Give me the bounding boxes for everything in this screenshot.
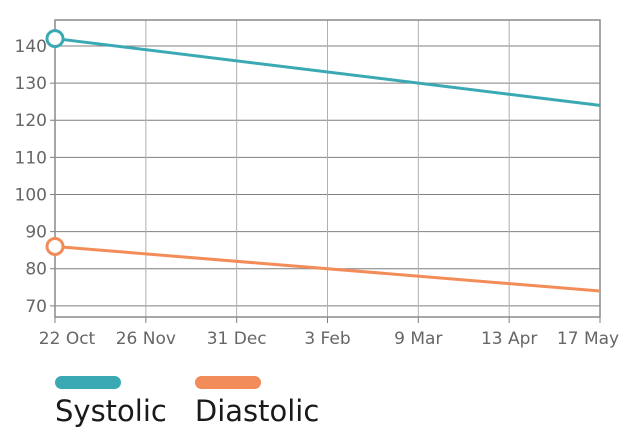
y-axis-labels: 70 80 90 100 110 120 130 140 bbox=[15, 37, 47, 317]
plot-frame bbox=[54, 19, 601, 318]
x-tick-label: 9 Mar bbox=[394, 329, 442, 349]
y-tick-label: 70 bbox=[25, 297, 47, 317]
legend-swatch-diastolic bbox=[194, 376, 261, 389]
x-tick-label: 31 Dec bbox=[207, 329, 267, 349]
series-line-diastolic bbox=[54, 244, 601, 293]
y-tick-label: 120 bbox=[15, 111, 47, 131]
x-axis-labels: 22 Oct 26 Nov 31 Dec 3 Feb 9 Mar 13 Apr 17 May bbox=[39, 329, 619, 349]
legend-swatch-systolic bbox=[55, 376, 121, 389]
y-tick-label: 100 bbox=[15, 185, 47, 205]
y-tick-label: 130 bbox=[15, 74, 47, 94]
legend: Systolic Diastolic bbox=[55, 376, 319, 429]
blood-pressure-chart: 70 80 90 100 110 120 130 140 22 Oct 26 Nov 31 Dec… bbox=[15, 19, 619, 349]
x-tick-label: 13 Apr bbox=[481, 329, 537, 349]
y-tick-label: 110 bbox=[15, 148, 47, 168]
x-tick-label: 17 May bbox=[557, 329, 619, 349]
y-tick-label: 80 bbox=[25, 260, 47, 280]
legend-label-diastolic: Diastolic bbox=[194, 394, 320, 428]
x-tick-label: 26 Nov bbox=[116, 329, 176, 349]
x-tick-label: 3 Feb bbox=[304, 329, 350, 349]
y-tick-label: 140 bbox=[15, 37, 47, 57]
start-point-marker-systolic bbox=[45, 29, 65, 49]
series-line-systolic bbox=[54, 37, 601, 107]
y-tick-label: 90 bbox=[25, 223, 47, 243]
legend-item-diastolic: Diastolic bbox=[194, 376, 320, 429]
legend-label-systolic: Systolic bbox=[55, 394, 167, 428]
x-tick-label: 22 Oct bbox=[39, 329, 96, 349]
grid-lines bbox=[50, 20, 601, 323]
series-lines bbox=[45, 29, 601, 293]
legend-item-systolic: Systolic bbox=[55, 376, 167, 429]
start-point-marker-diastolic bbox=[45, 236, 65, 256]
